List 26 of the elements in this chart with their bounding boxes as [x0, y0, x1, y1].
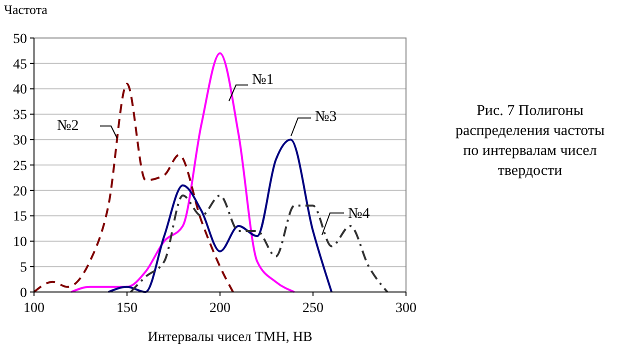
y-tick-label: 35 [13, 108, 27, 124]
line-series [107, 138, 333, 293]
y-tick-label: 40 [13, 82, 27, 98]
series-label: №1 [252, 72, 274, 88]
y-tick-label: 0 [20, 286, 27, 301]
line-series [33, 82, 234, 293]
y-tick-label: 30 [13, 134, 27, 148]
y-tick-label: 50 [13, 32, 27, 47]
y-axis-title: Частота [4, 2, 48, 17]
text: №2 [57, 118, 79, 134]
y-tick-label: 20 [13, 184, 27, 200]
x-tick-label: 300 [396, 301, 416, 316]
y-tick-label: 15 [13, 210, 27, 225]
y-tick-label: 25 [13, 158, 27, 174]
y-tick-label: 10 [13, 235, 27, 250]
y-tick-label: 5 [20, 260, 27, 276]
x-tick-label: 250 [302, 301, 324, 316]
x-tick-label: 150 [116, 301, 138, 316]
y-tick-label: 45 [13, 57, 27, 72]
x-tick-label: 100 [24, 301, 44, 316]
x-tick-label: 200 [210, 301, 230, 316]
text: Рис. 7 Полигоны распределения частоты по интервалам чисел твердости [455, 103, 605, 179]
series-label: №4 [348, 206, 370, 222]
x-axis-title: Интервалы чисел ТМН, НВ [148, 330, 312, 345]
series-label: №3 [315, 109, 337, 125]
line-series [130, 194, 388, 293]
